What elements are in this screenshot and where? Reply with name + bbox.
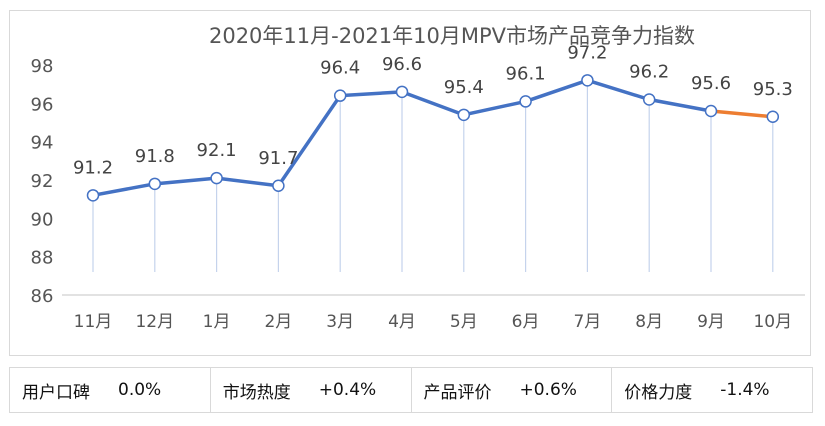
stat-value: 0.0% xyxy=(118,380,162,400)
data-label: 91.2 xyxy=(73,157,113,178)
line-segment xyxy=(153,176,219,186)
x-tick-label: 9月 xyxy=(697,312,725,332)
stat-label: 用户口碑 xyxy=(22,382,90,403)
data-label: 95.4 xyxy=(444,77,484,98)
stat-user-reputation: 用户口碑 0.0% xyxy=(10,368,211,412)
data-label: 95.3 xyxy=(753,79,793,100)
x-tick-label: 4月 xyxy=(388,312,416,332)
x-tick-label: 3月 xyxy=(326,312,354,332)
stat-label: 产品评价 xyxy=(423,382,492,403)
x-tick-label: 7月 xyxy=(573,312,601,332)
data-point xyxy=(704,104,718,118)
line-segment xyxy=(647,97,713,113)
data-label: 97.2 xyxy=(567,42,607,63)
line-segment xyxy=(338,90,404,98)
data-point xyxy=(333,89,347,102)
chart-title: 2020年11月-2021年10月MPV市场产品竞争力指数 xyxy=(209,24,695,48)
data-label: 95.6 xyxy=(691,73,731,94)
line-segment xyxy=(276,93,342,188)
x-tick-label: 6月 xyxy=(512,312,540,332)
chart-frame xyxy=(9,10,811,356)
line-segment xyxy=(709,109,775,119)
line-chart: 2020年11月-2021年10月MPV市场产品竞争力指数 86 88 90 92 94… xyxy=(31,24,805,332)
data-label: 96.6 xyxy=(382,54,422,75)
data-point xyxy=(148,177,162,191)
stat-value: +0.6% xyxy=(519,380,577,400)
y-tick-label: 86 xyxy=(31,286,54,307)
data-point xyxy=(766,110,780,123)
data-label: 91.8 xyxy=(135,146,175,167)
data-point xyxy=(581,74,594,87)
data-point xyxy=(519,95,532,108)
x-tick-label: 12月 xyxy=(135,312,174,332)
y-tick-label: 88 xyxy=(31,248,54,269)
stat-value: +0.4% xyxy=(318,380,377,400)
y-tick-label: 96 xyxy=(31,94,54,115)
stat-price-strength: 价格力度 -1.4% xyxy=(612,368,812,412)
y-tick-label: 92 xyxy=(31,171,54,192)
data-point xyxy=(210,171,223,185)
x-tick-label: 5月 xyxy=(450,312,478,332)
x-tick-label: 1月 xyxy=(203,312,231,332)
x-tick-label: 10月 xyxy=(753,312,792,332)
data-point xyxy=(395,85,409,99)
data-label: 96.4 xyxy=(320,58,360,79)
data-point xyxy=(86,189,100,202)
y-tick-label: 94 xyxy=(31,133,54,154)
stat-label: 价格力度 xyxy=(624,382,693,403)
line-segment xyxy=(214,176,281,188)
line-segment xyxy=(585,78,651,102)
stat-label: 市场热度 xyxy=(222,382,291,403)
data-point xyxy=(272,179,285,192)
stat-market-heat: 市场热度 +0.4% xyxy=(211,368,412,412)
x-tick-label: 11月 xyxy=(74,312,113,332)
stat-value: -1.4% xyxy=(720,380,770,400)
data-point xyxy=(642,93,656,106)
stats-table: 用户口碑 0.0% 市场热度 +0.4% 产品评价 +0.6% 价格力度 -1.4% xyxy=(9,367,813,413)
y-tick-label: 98 xyxy=(31,56,54,77)
data-label: 91.7 xyxy=(258,148,298,169)
data-label: 96.1 xyxy=(506,63,546,84)
line-segment xyxy=(400,90,466,117)
line-segment xyxy=(462,99,528,117)
stat-product-rating: 产品评价 +0.6% xyxy=(412,368,613,412)
data-label: 92.1 xyxy=(197,140,237,161)
x-tick-label: 8月 xyxy=(635,312,663,332)
x-tick-label: 2月 xyxy=(264,312,292,332)
data-label: 96.2 xyxy=(629,62,669,83)
y-tick-label: 90 xyxy=(31,209,54,230)
data-point xyxy=(457,108,471,122)
line-segment xyxy=(523,78,590,104)
line-segment xyxy=(91,182,157,198)
